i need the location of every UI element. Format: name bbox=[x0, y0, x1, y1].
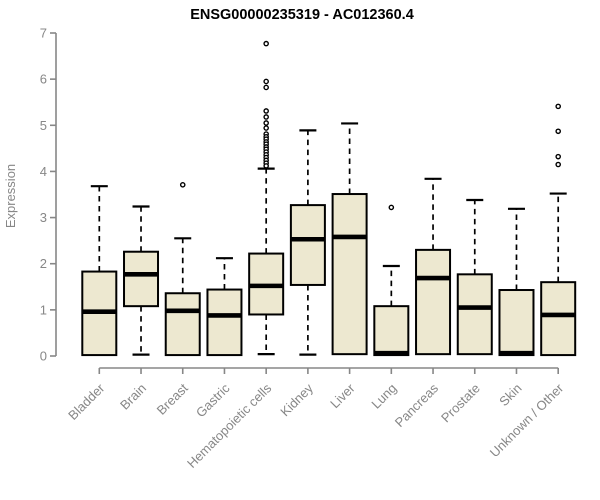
x-tick-label: Skin bbox=[496, 381, 524, 409]
boxplot-box-liver bbox=[331, 122, 368, 356]
x-tick-label: Kidney bbox=[277, 380, 316, 419]
outlier-point bbox=[263, 114, 269, 120]
boxplot-box-lung bbox=[373, 204, 410, 357]
iqr-box bbox=[123, 250, 160, 308]
outlier-point bbox=[263, 108, 269, 114]
chart-title: ENSG00000235319 - AC012360.4 bbox=[190, 7, 414, 23]
boxplot-box-bladder bbox=[81, 185, 118, 357]
y-tick-label: 6 bbox=[40, 72, 47, 87]
x-tick-label: Liver bbox=[327, 380, 358, 411]
x-tick-label: Prostate bbox=[438, 381, 483, 426]
outlier-point bbox=[179, 182, 186, 188]
iqr-box bbox=[289, 204, 326, 286]
x-tick-label: Bladder bbox=[65, 380, 108, 423]
x-tick-label: Lung bbox=[368, 381, 399, 412]
boxplot-box-brain bbox=[123, 205, 160, 356]
x-tick-label: Unknown / Other bbox=[487, 380, 567, 460]
outlier-point bbox=[263, 84, 269, 91]
boxplot-box-kidney bbox=[289, 129, 326, 356]
y-axis-label: Expression bbox=[3, 164, 18, 228]
iqr-box bbox=[206, 288, 243, 357]
x-tick-label: Gastric bbox=[193, 380, 233, 420]
iqr-box bbox=[373, 305, 410, 357]
boxplot-box-breast bbox=[164, 182, 201, 357]
outlier-point bbox=[555, 153, 561, 160]
boxplot-box-prostate bbox=[456, 198, 493, 356]
iqr-box bbox=[498, 289, 535, 357]
boxplot-box-gastric bbox=[206, 257, 243, 357]
outlier-point bbox=[263, 163, 269, 169]
boxplot-box-unknown-other bbox=[540, 103, 577, 357]
x-tick-label: Pancreas bbox=[392, 380, 442, 430]
y-tick-label: 0 bbox=[40, 349, 47, 364]
outlier-point bbox=[555, 161, 561, 168]
y-tick-label: 1 bbox=[40, 302, 47, 317]
boxplot-box-hematopoietic-cells bbox=[248, 40, 285, 356]
y-tick-label: 4 bbox=[40, 164, 47, 179]
boxes-layer bbox=[81, 40, 577, 357]
outlier-point bbox=[388, 204, 395, 211]
boxplot-box-skin bbox=[498, 207, 535, 357]
iqr-box bbox=[540, 281, 577, 357]
y-tick-label: 2 bbox=[40, 256, 47, 271]
outlier-point bbox=[263, 125, 269, 131]
x-tick-label: Breast bbox=[154, 380, 191, 417]
iqr-box bbox=[331, 193, 368, 356]
iqr-box bbox=[415, 248, 452, 356]
boxplot-box-pancreas bbox=[415, 177, 452, 356]
y-axis: 0 1 2 3 4 5 6 7 bbox=[40, 25, 57, 364]
outlier-point bbox=[555, 128, 561, 135]
y-tick-label: 7 bbox=[40, 25, 47, 40]
outlier-point bbox=[263, 78, 269, 85]
y-tick-label: 5 bbox=[40, 118, 47, 133]
iqr-box bbox=[456, 273, 493, 356]
outlier-point bbox=[263, 120, 269, 126]
x-tick-label: Brain bbox=[117, 381, 149, 413]
outlier-point bbox=[555, 103, 561, 110]
y-tick-label: 3 bbox=[40, 210, 47, 225]
iqr-box bbox=[164, 292, 201, 357]
outlier-point bbox=[263, 40, 269, 47]
